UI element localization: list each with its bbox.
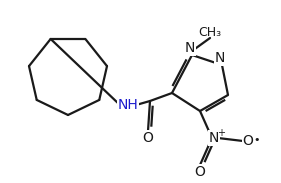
Text: N: N xyxy=(209,131,219,145)
Text: CH₃: CH₃ xyxy=(198,25,221,38)
Text: N: N xyxy=(185,41,195,55)
Text: +: + xyxy=(217,128,225,138)
Text: O: O xyxy=(194,165,205,179)
Text: •: • xyxy=(254,135,260,145)
Text: O: O xyxy=(243,134,253,148)
Text: N: N xyxy=(215,51,225,65)
Text: NH: NH xyxy=(118,98,138,112)
Text: O: O xyxy=(142,131,153,145)
